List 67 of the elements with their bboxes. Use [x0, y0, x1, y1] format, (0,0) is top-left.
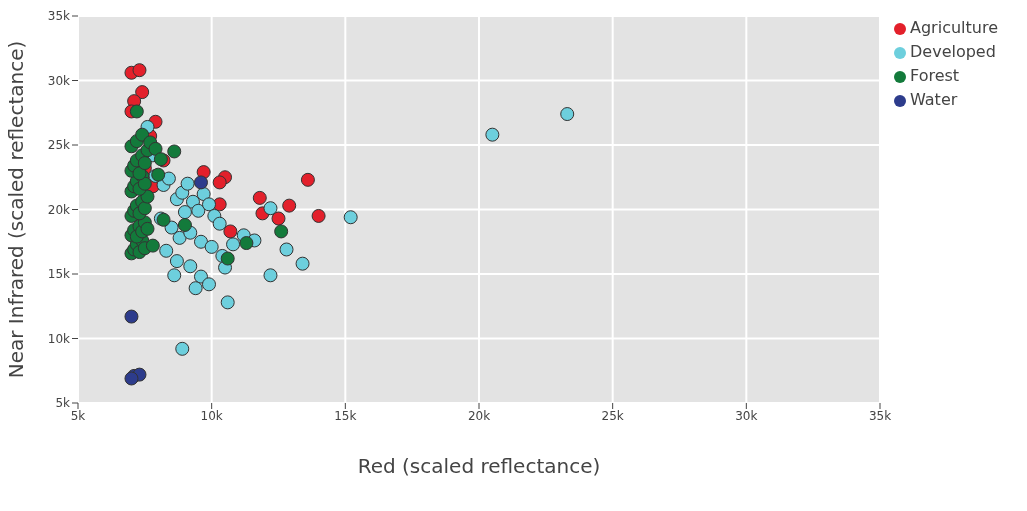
point	[311, 208, 326, 223]
point	[135, 85, 150, 100]
x-tick-label: 5k	[70, 408, 86, 423]
point	[560, 107, 575, 122]
y-tick-label: 10k	[47, 331, 71, 346]
point	[124, 309, 139, 324]
point	[161, 171, 176, 186]
point	[220, 295, 235, 310]
point	[175, 341, 190, 356]
y-tick-label: 5k	[55, 396, 71, 411]
point	[137, 156, 152, 171]
point	[223, 224, 238, 239]
point	[188, 281, 203, 296]
point	[239, 236, 254, 251]
point	[183, 259, 198, 274]
point	[132, 63, 147, 78]
point	[271, 211, 286, 226]
point	[167, 268, 182, 283]
point	[343, 210, 358, 225]
x-tick-label: 25k	[601, 408, 624, 423]
point	[177, 205, 192, 220]
y-tick-label: 20k	[47, 202, 71, 217]
y-tick-label: 25k	[47, 138, 71, 153]
point	[201, 197, 216, 212]
point	[140, 221, 155, 236]
point	[159, 243, 174, 258]
point	[226, 237, 241, 252]
point	[177, 217, 192, 232]
point	[193, 234, 208, 249]
y-axis-title: Near Infrared (scaled reflectance)	[4, 40, 29, 379]
x-tick-label: 35k	[868, 408, 892, 423]
x-axis-title: Red (scaled reflectance)	[357, 454, 601, 478]
x-tick-label: 10k	[200, 408, 223, 423]
point	[485, 127, 500, 142]
point	[137, 201, 152, 216]
point	[191, 203, 206, 218]
legend-label: Water	[910, 90, 958, 109]
point	[263, 268, 278, 283]
legend-label: Developed	[910, 42, 996, 61]
x-tick-label: 30k	[735, 408, 758, 423]
y-tick-label: 15k	[47, 267, 71, 282]
point	[282, 198, 297, 213]
point	[201, 277, 216, 292]
point	[279, 242, 294, 257]
point	[148, 141, 163, 156]
point	[172, 230, 187, 245]
point	[129, 104, 144, 119]
point	[169, 254, 184, 269]
legend-label: Agriculture	[910, 18, 998, 37]
x-tick-label: 20k	[467, 408, 491, 423]
point	[212, 216, 227, 231]
legend-label: Forest	[910, 66, 960, 85]
point	[193, 175, 208, 190]
point	[145, 238, 160, 253]
point	[252, 190, 267, 205]
point	[263, 201, 278, 216]
point	[300, 172, 315, 187]
point	[212, 175, 227, 190]
y-tick-label: 35k	[47, 9, 71, 24]
point	[204, 239, 219, 254]
point	[274, 224, 289, 239]
point	[167, 144, 182, 159]
x-tick-label: 15k	[334, 408, 357, 423]
point	[295, 256, 310, 271]
point	[220, 251, 235, 266]
point	[180, 176, 195, 191]
y-tick-label: 30k	[47, 73, 71, 88]
